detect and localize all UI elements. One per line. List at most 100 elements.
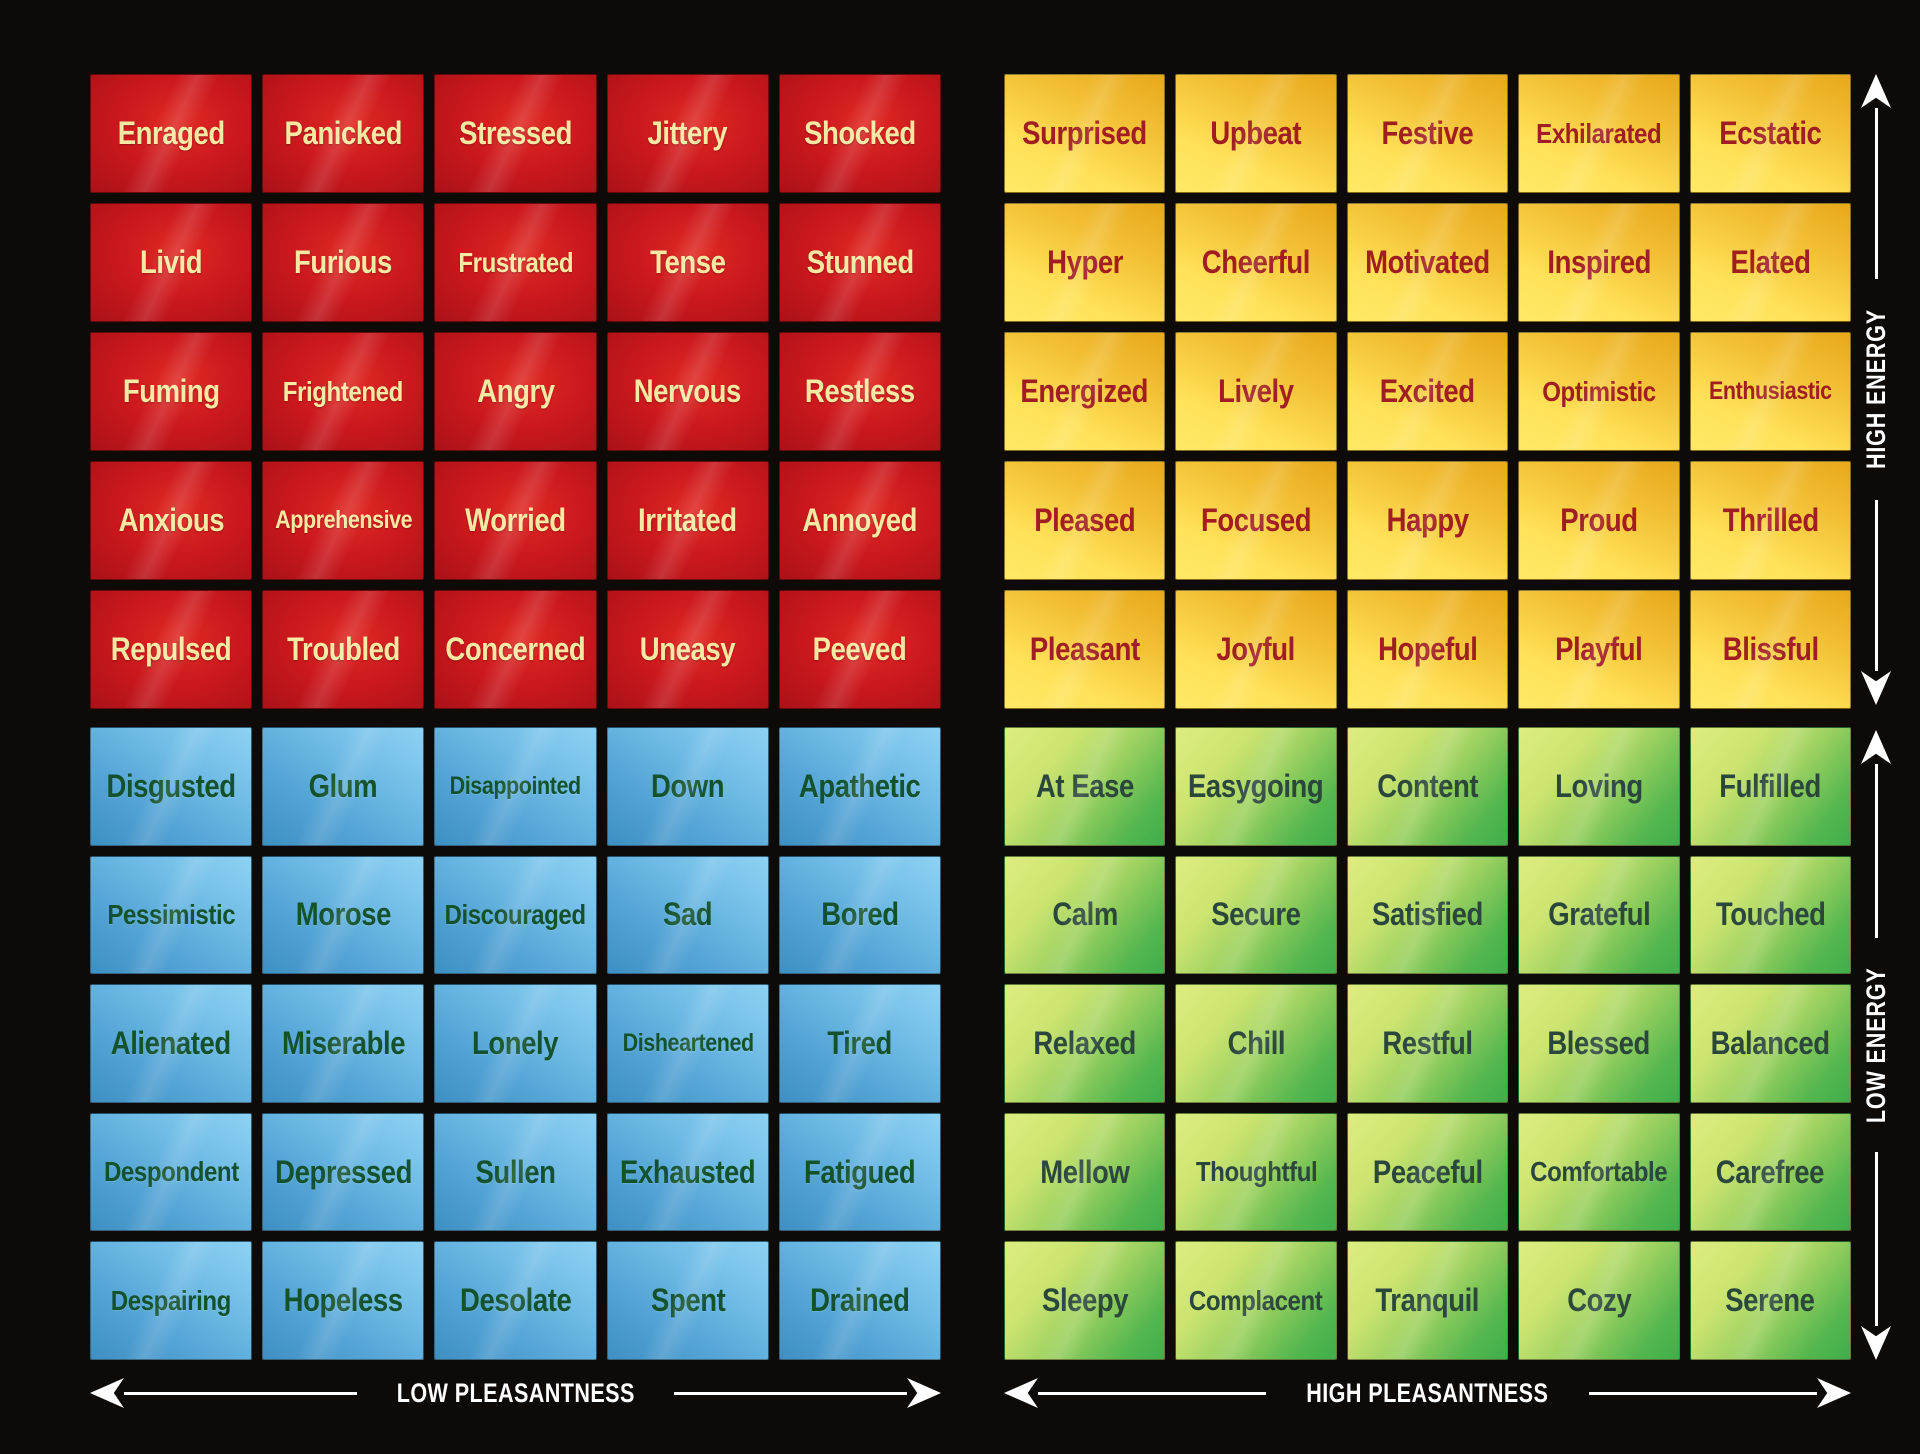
axis-high-energy: HIGH ENERGY — [1848, 74, 1904, 705]
emotion-label: Festive — [1381, 115, 1474, 151]
axis-line — [1874, 499, 1878, 671]
emotion-label: Apathetic — [799, 767, 921, 804]
emotion-cell: Loving — [1518, 727, 1680, 846]
emotion-cell: Carefree — [1689, 1112, 1851, 1232]
emotion-cell: Lively — [1175, 332, 1337, 451]
emotion-label: Disheartened — [622, 1028, 754, 1057]
emotion-cell: Thrilled — [1689, 461, 1851, 580]
emotion-cell: Despondent — [90, 1112, 253, 1232]
emotion-label: Thrilled — [1722, 502, 1819, 538]
emotion-cell: Secure — [1175, 855, 1337, 975]
emotion-cell: Apprehensive — [262, 461, 425, 580]
emotion-label: Inspired — [1547, 244, 1651, 280]
emotion-label: Tense — [650, 244, 726, 280]
axis-line — [1038, 1391, 1267, 1395]
emotion-label: Secure — [1211, 896, 1301, 933]
emotion-label: Depressed — [274, 1153, 412, 1190]
emotion-label: Exhausted — [620, 1153, 756, 1190]
emotion-cell: Exhausted — [606, 1112, 769, 1232]
emotion-label: Motivated — [1365, 244, 1490, 280]
emotion-cell: Alienated — [90, 984, 253, 1103]
emotion-cell: Festive — [1346, 74, 1509, 193]
emotion-cell: Pessimistic — [90, 855, 253, 975]
emotion-cell: Discouraged — [434, 855, 597, 975]
emotion-cell: Desolate — [434, 1241, 597, 1360]
emotion-cell: Sad — [606, 855, 769, 975]
emotion-label: Morose — [295, 896, 392, 933]
axis-high-pleasantness: HIGH PLEASANTNESS — [1004, 1371, 1852, 1415]
emotion-cell: Sullen — [434, 1112, 597, 1232]
emotion-cell: Playful — [1518, 590, 1680, 709]
emotion-label: Elated — [1730, 244, 1811, 280]
emotion-label: Troubled — [286, 631, 400, 667]
emotion-cell: Cozy — [1518, 1241, 1680, 1360]
emotion-cell: Peeved — [778, 590, 941, 709]
emotion-cell: Restless — [778, 332, 941, 451]
emotion-label: Blessed — [1547, 1024, 1651, 1061]
emotion-cell: Concerned — [434, 590, 597, 709]
emotion-cell: Morose — [262, 855, 425, 975]
axis-label-high-pleasantness: HIGH PLEASANTNESS — [1306, 1377, 1549, 1408]
emotion-label: Sullen — [475, 1153, 556, 1190]
emotion-label: Spent — [650, 1282, 726, 1319]
emotion-label: Cheerful — [1201, 244, 1311, 280]
emotion-cell: Fatigued — [778, 1112, 941, 1232]
emotion-cell: Sleepy — [1004, 1241, 1166, 1360]
emotion-cell: Focused — [1175, 461, 1337, 580]
emotion-cell: Motivated — [1346, 203, 1509, 322]
arrow-down-icon — [1861, 671, 1891, 705]
emotion-label: Hopeless — [283, 1282, 403, 1319]
emotion-label: Shocked — [804, 115, 916, 151]
arrow-up-icon — [1861, 74, 1891, 108]
emotion-cell: Disgusted — [90, 727, 253, 846]
emotion-label: Anxious — [118, 502, 224, 538]
emotion-label: Tranquil — [1375, 1282, 1480, 1319]
emotion-label: Complacent — [1189, 1284, 1323, 1316]
emotion-label: Hyper — [1046, 244, 1123, 280]
emotion-label: Pleased — [1034, 502, 1136, 538]
emotion-label: Fatigued — [804, 1153, 916, 1190]
emotion-label: Hopeful — [1377, 631, 1478, 667]
emotion-cell: Apathetic — [778, 727, 941, 846]
emotion-cell: Stressed — [434, 74, 597, 193]
emotion-label: Serene — [1725, 1282, 1816, 1319]
emotion-label: Playful — [1555, 631, 1643, 667]
emotion-label: Touched — [1715, 896, 1826, 933]
emotion-label: Enraged — [117, 115, 226, 151]
emotion-label: Happy — [1386, 502, 1469, 538]
axis-line — [124, 1391, 357, 1395]
emotion-label: Cozy — [1566, 1282, 1631, 1319]
emotion-label: Glum — [308, 767, 378, 804]
quadrant-green: At Ease Easygoing Content Loving Fulfilled Ca… — [1004, 727, 1851, 1360]
emotion-cell: Depressed — [262, 1112, 425, 1232]
emotion-cell: Drained — [778, 1241, 941, 1360]
emotion-cell: Content — [1346, 727, 1509, 846]
emotion-cell: Excited — [1346, 332, 1509, 451]
emotion-label: Stressed — [459, 115, 572, 151]
emotion-cell: Furious — [262, 203, 425, 322]
axis-line — [1588, 1391, 1818, 1395]
emotion-label: Balanced — [1710, 1024, 1830, 1061]
emotion-label: Carefree — [1716, 1153, 1825, 1190]
emotion-cell: Comfortable — [1518, 1112, 1680, 1232]
emotion-label: Angry — [476, 373, 555, 409]
emotion-cell: Despairing — [90, 1241, 253, 1360]
emotion-cell: Pleasant — [1004, 590, 1166, 709]
quadrant-yellow: Surprised Upbeat Festive Exhilarated Ecstati… — [1004, 74, 1851, 709]
quadrant-blue: Disgusted Glum Disappointed Down Apathetic Pe… — [90, 727, 941, 1360]
emotion-cell: Surprised — [1004, 74, 1166, 193]
emotion-cell: Frustrated — [434, 203, 597, 322]
emotion-label: Drained — [810, 1282, 910, 1319]
emotion-label: Sad — [663, 896, 713, 933]
emotion-label: Excited — [1380, 373, 1475, 409]
emotion-cell: Irritated — [606, 461, 769, 580]
arrow-left-icon — [1004, 1378, 1038, 1408]
emotion-label: Irritated — [638, 502, 737, 538]
emotion-label: Energized — [1020, 373, 1149, 409]
emotion-cell: Repulsed — [90, 590, 253, 709]
emotion-cell: At Ease — [1004, 727, 1166, 846]
emotion-label: Frustrated — [458, 246, 573, 278]
emotion-label: Worried — [465, 502, 566, 538]
arrow-up-icon — [1861, 730, 1891, 764]
